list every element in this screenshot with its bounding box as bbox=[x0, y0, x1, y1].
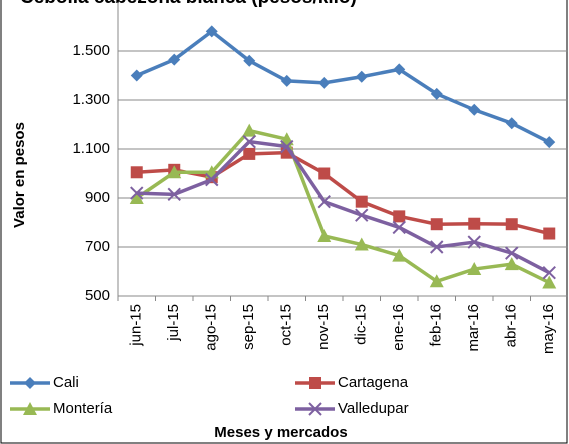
marker bbox=[505, 117, 518, 130]
marker bbox=[167, 187, 181, 202]
marker bbox=[393, 63, 406, 76]
marker bbox=[243, 147, 256, 160]
marker bbox=[130, 166, 143, 179]
marker bbox=[309, 377, 321, 389]
marker bbox=[317, 194, 331, 209]
y-tick-label: 900 bbox=[85, 189, 110, 206]
marker bbox=[317, 228, 332, 242]
x-tick-label: nov-15 bbox=[315, 304, 332, 350]
marker bbox=[280, 74, 293, 87]
x-tick-label: feb-16 bbox=[428, 304, 445, 347]
marker bbox=[130, 69, 143, 82]
legend-label: Cali bbox=[53, 374, 79, 391]
marker bbox=[543, 136, 556, 149]
marker bbox=[318, 76, 331, 89]
marker bbox=[168, 53, 181, 66]
series-line bbox=[136, 150, 550, 236]
marker bbox=[280, 139, 294, 154]
marker bbox=[308, 402, 322, 416]
marker bbox=[430, 240, 444, 254]
marker bbox=[129, 191, 144, 204]
marker bbox=[243, 54, 256, 67]
x-axis-title: Meses y mercados bbox=[214, 424, 347, 441]
marker bbox=[205, 25, 218, 38]
marker bbox=[393, 210, 406, 223]
x-tick-label: dic-15 bbox=[353, 304, 370, 345]
marker bbox=[392, 220, 406, 235]
marker bbox=[355, 208, 369, 222]
y-tick-label: 1.100 bbox=[72, 140, 110, 157]
x-tick-label: ago-15 bbox=[203, 304, 220, 351]
y-tick-label: 500 bbox=[85, 287, 110, 304]
y-tick-label: 1.300 bbox=[72, 91, 110, 108]
marker bbox=[242, 134, 256, 149]
legend-label: Valledupar bbox=[338, 400, 409, 417]
marker bbox=[318, 167, 331, 180]
x-tick-label: sep-15 bbox=[240, 304, 257, 350]
marker bbox=[130, 186, 144, 200]
marker bbox=[205, 172, 219, 187]
y-tick-label: 1.500 bbox=[72, 42, 110, 59]
x-tick-label: jul-15 bbox=[165, 304, 182, 342]
marker bbox=[429, 274, 444, 288]
series-line bbox=[135, 128, 551, 285]
marker bbox=[504, 257, 519, 271]
y-tick-label: 700 bbox=[85, 238, 110, 255]
marker bbox=[430, 87, 443, 100]
marker bbox=[467, 262, 482, 276]
x-tick-label: may-16 bbox=[540, 304, 557, 354]
x-tick-label: abr-16 bbox=[503, 304, 520, 347]
legend-label: Montería bbox=[53, 400, 113, 417]
marker bbox=[430, 218, 443, 231]
marker bbox=[355, 70, 368, 83]
series-line bbox=[136, 29, 551, 144]
legend-label: Cartagena bbox=[338, 374, 409, 391]
marker bbox=[543, 227, 556, 240]
marker bbox=[505, 246, 519, 260]
marker bbox=[23, 402, 37, 415]
marker bbox=[542, 266, 556, 280]
x-tick-label: oct-15 bbox=[278, 304, 295, 346]
marker bbox=[355, 195, 368, 208]
marker bbox=[354, 237, 369, 251]
x-tick-label: mar-16 bbox=[465, 304, 482, 352]
marker bbox=[468, 103, 481, 116]
series-line bbox=[136, 139, 551, 275]
marker bbox=[468, 217, 481, 230]
x-tick-label: jun-15 bbox=[128, 304, 145, 347]
marker bbox=[167, 165, 182, 179]
y-axis-title: Valor en pesos bbox=[11, 122, 28, 228]
marker bbox=[242, 123, 257, 137]
marker bbox=[505, 218, 518, 231]
chart-title: Cebolla cabezona blanca (pesos/kilo) bbox=[20, 0, 357, 8]
marker bbox=[392, 248, 407, 262]
marker bbox=[24, 377, 36, 389]
marker bbox=[542, 275, 557, 289]
marker bbox=[467, 235, 481, 249]
x-tick-label: ene-16 bbox=[390, 304, 407, 351]
